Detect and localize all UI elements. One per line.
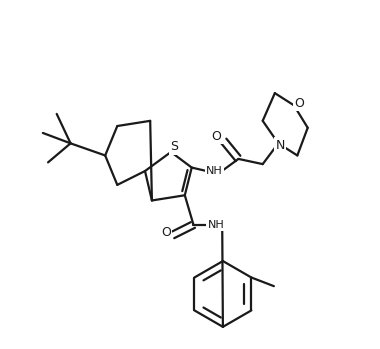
Text: N: N: [276, 139, 285, 151]
Text: NH: NH: [207, 220, 224, 230]
Text: O: O: [161, 226, 171, 239]
Text: O: O: [212, 130, 222, 143]
Text: O: O: [294, 97, 304, 110]
Text: NH: NH: [206, 166, 223, 176]
Text: S: S: [170, 140, 179, 153]
